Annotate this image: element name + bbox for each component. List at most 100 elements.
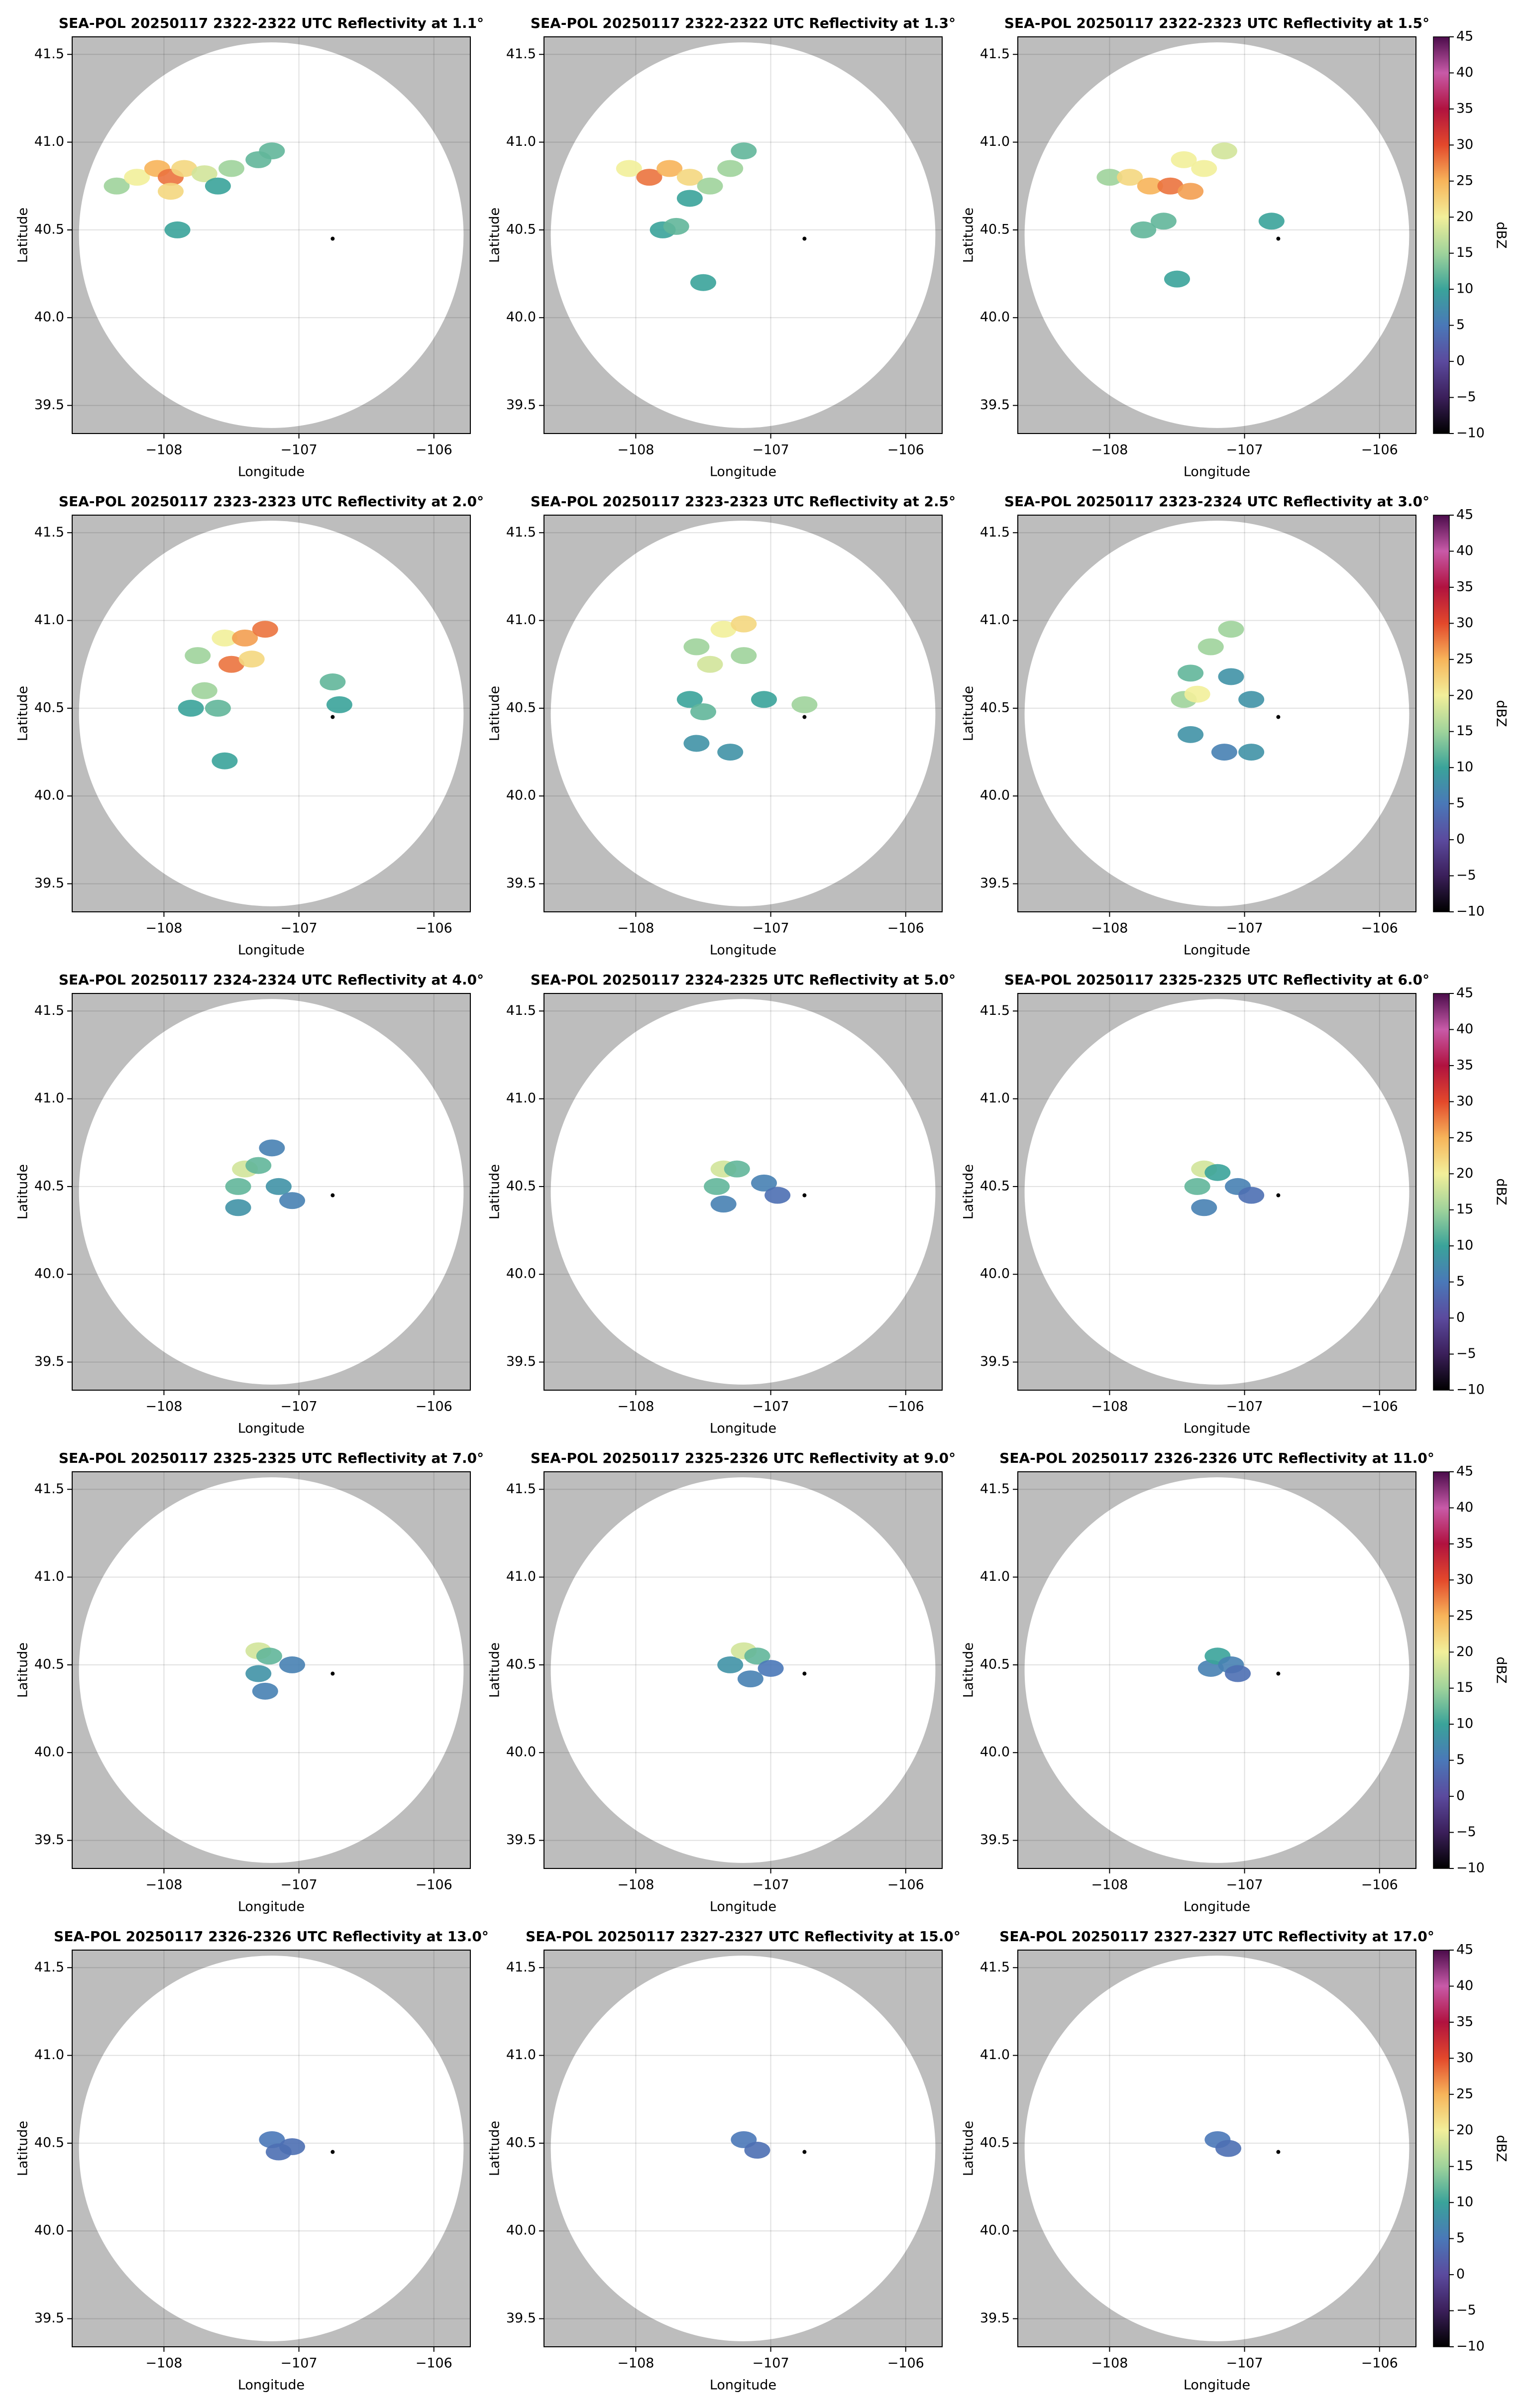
range-circle	[79, 1477, 464, 1863]
echo-cell	[710, 1196, 737, 1213]
x-tick-label: −108	[1091, 1877, 1128, 1893]
chart-title: SEA-POL 20250117 2327-2327 UTC Reflectiv…	[999, 1928, 1434, 1945]
echo-cell	[676, 169, 703, 186]
radar-site	[802, 1193, 807, 1198]
y-tick-label: 40.0	[506, 788, 536, 803]
echo-cell	[225, 1178, 251, 1195]
colorbar-tick-label: 40	[1456, 1978, 1473, 1993]
plot-frame	[1017, 1950, 1416, 2347]
colorbar-tick-label: 25	[1456, 1129, 1473, 1145]
y-tick-label: 41.5	[34, 1960, 64, 1975]
y-tick-label: 41.5	[980, 46, 1010, 62]
x-tick-label: −108	[617, 1399, 654, 1415]
colorbar-tick-label: 30	[1456, 1094, 1473, 1109]
echo-cell	[724, 1160, 750, 1178]
echo-cell	[683, 735, 710, 752]
colorbar-tick-label: 5	[1456, 795, 1465, 811]
colorbar-tick-label: 15	[1456, 2158, 1473, 2174]
range-circle	[550, 521, 936, 906]
y-tick-label: 39.5	[506, 2310, 536, 2326]
echoes	[104, 142, 285, 238]
x-tick-label: −106	[416, 2356, 452, 2371]
colorbar-tick-label: 10	[1456, 281, 1473, 297]
x-tick-label: −107	[753, 2356, 789, 2371]
range-circle	[550, 999, 936, 1385]
y-tick-label: 39.5	[506, 1354, 536, 1369]
x-tick-label: −108	[145, 442, 182, 458]
echo-cell	[676, 691, 703, 708]
echo-cell	[1117, 169, 1143, 186]
echo-cell	[683, 638, 710, 656]
range-circle	[550, 1477, 936, 1863]
echo-cell	[731, 615, 757, 633]
colorbar-tick-label: 25	[1456, 173, 1473, 188]
x-tick-label: −108	[145, 2356, 182, 2371]
plot-frame	[1017, 1471, 1416, 1869]
x-tick-label: −107	[753, 1399, 789, 1415]
colorbar-tick-label: 40	[1456, 65, 1473, 80]
echo-cell	[1197, 638, 1224, 656]
echo-cell	[663, 218, 689, 235]
radar-site	[802, 715, 807, 719]
echo-cell	[656, 160, 683, 177]
colorbar-tick-label: 15	[1456, 723, 1473, 739]
echo-cell	[245, 1157, 272, 1174]
y-tick-label: 40.5	[980, 1656, 1010, 1672]
y-tick-label: 40.0	[980, 310, 1010, 325]
y-tick-label: 40.0	[34, 788, 64, 803]
colorbar-tick-label: 40	[1456, 543, 1473, 558]
range-circle	[550, 42, 936, 428]
x-axis-label: Longitude	[710, 464, 776, 480]
echo-cell	[1178, 183, 1204, 200]
plot-frame	[72, 36, 471, 434]
x-tick-label: −108	[617, 2356, 654, 2371]
y-axis-label: Latitude	[15, 2121, 31, 2176]
radar-site	[330, 1193, 335, 1198]
panel: −108 −107 −106 39.5 40.0 40.5 41.0 41.5 SEA-POL …	[487, 1928, 961, 2393]
plot-frame	[72, 1950, 471, 2347]
y-axis-label: Latitude	[961, 1642, 976, 1698]
plot-frame	[543, 993, 943, 1391]
colorbar-tick-label: 45	[1456, 507, 1473, 523]
echo-cell	[279, 1192, 306, 1209]
y-tick-label: 40.0	[980, 788, 1010, 803]
y-axis-label: Latitude	[487, 1642, 503, 1698]
colorbar	[1433, 1950, 1450, 2347]
colorbar	[1433, 36, 1450, 434]
echoes	[1197, 1647, 1251, 1682]
echo-cell	[124, 169, 150, 186]
colorbar-tick-label: 35	[1456, 101, 1473, 116]
colorbar-tick-label: 15	[1456, 1202, 1473, 1217]
y-axis-label: Latitude	[15, 1164, 31, 1219]
colorbar-tick-label: −5	[1456, 2302, 1476, 2318]
range-circle	[79, 42, 464, 428]
x-tick-label: −108	[617, 1877, 654, 1893]
colorbar-tick-label: 30	[1456, 137, 1473, 152]
echo-cell	[1191, 160, 1217, 177]
y-tick-label: 40.0	[34, 1745, 64, 1760]
plot-frame	[72, 993, 471, 1391]
echo-cell	[279, 2138, 306, 2155]
echo-cell	[326, 696, 352, 713]
chart-title: SEA-POL 20250117 2325-2325 UTC Reflectiv…	[59, 1450, 484, 1466]
colorbar-tick-label: −5	[1456, 1346, 1476, 1361]
echo-cell	[218, 160, 244, 177]
panel: −108 −107 −106 39.5 40.0 40.5 41.0 41.5 SEA-POL …	[961, 1450, 1509, 1915]
y-tick-label: 40.0	[506, 2223, 536, 2238]
echo-cell	[245, 1665, 272, 1682]
echo-cell	[1096, 169, 1123, 186]
y-tick-label: 40.0	[980, 1266, 1010, 1282]
x-axis-label: Longitude	[710, 1421, 776, 1436]
x-tick-label: −108	[145, 921, 182, 936]
echo-cell	[1164, 270, 1190, 288]
x-tick-label: −108	[617, 442, 654, 458]
echo-cell	[1157, 177, 1184, 195]
y-tick-label: 41.0	[506, 1569, 536, 1584]
echo-cell	[744, 2142, 770, 2159]
x-tick-label: −106	[1361, 442, 1398, 458]
y-axis-label: Latitude	[487, 686, 503, 741]
x-tick-label: −108	[1091, 921, 1128, 936]
x-tick-label: −106	[416, 1877, 452, 1893]
x-tick-label: −107	[1226, 1877, 1263, 1893]
colorbar-tick-label: 10	[1456, 2194, 1473, 2210]
